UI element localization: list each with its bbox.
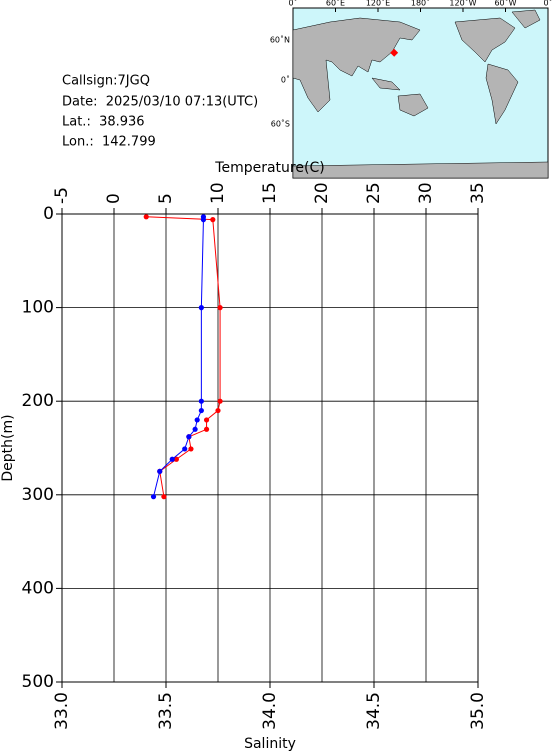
y-tick-label: 300 bbox=[22, 485, 54, 505]
y-tick-label: 500 bbox=[22, 672, 54, 692]
profile-point bbox=[173, 456, 179, 462]
profile-point bbox=[200, 217, 207, 223]
x2-tick-label: 5 bbox=[156, 193, 176, 204]
profile-point bbox=[143, 214, 149, 220]
map-land bbox=[292, 9, 549, 179]
x2-tick-label: 20 bbox=[312, 182, 332, 204]
y-tick-label: 100 bbox=[22, 298, 54, 318]
x2-tick-label: -5 bbox=[52, 187, 72, 204]
map-lat-label: 60˚N bbox=[270, 35, 290, 45]
map-lon-label: 0˚ bbox=[288, 0, 297, 8]
x-tick-label: 33.0 bbox=[52, 692, 72, 730]
x-tick-label: 34.5 bbox=[364, 692, 384, 730]
x-tick-label: 35.0 bbox=[468, 692, 488, 730]
profile-point bbox=[217, 398, 223, 404]
profile-point bbox=[198, 305, 204, 311]
date: Date: 2025/03/10 07:13(UTC) bbox=[62, 95, 258, 110]
map-lat-label: 60˚S bbox=[271, 119, 290, 129]
map-lat-label: 0˚ bbox=[281, 75, 290, 85]
x2-axis-label: Temperature(C) bbox=[214, 160, 324, 176]
profile-point bbox=[194, 417, 200, 423]
profile-point bbox=[161, 494, 167, 500]
profile-point bbox=[203, 417, 210, 423]
profile-point bbox=[210, 217, 216, 223]
x2-tick-label: 30 bbox=[416, 182, 436, 204]
profile-point bbox=[217, 305, 223, 311]
x2-tick-label: 25 bbox=[364, 182, 384, 204]
profile-point bbox=[192, 426, 198, 432]
y-tick-label: 400 bbox=[22, 578, 54, 598]
profile-point bbox=[203, 426, 210, 432]
latitude: Lat.: 38.936 bbox=[62, 115, 145, 130]
profile-line bbox=[153, 216, 204, 497]
map-lon-label: 0˚ bbox=[543, 0, 552, 8]
map bbox=[292, 7, 549, 179]
map-marker bbox=[390, 48, 399, 57]
x-tick-label: 33.5 bbox=[156, 692, 176, 730]
profile-point bbox=[198, 398, 204, 404]
map-lon-label: 120˚E bbox=[366, 0, 390, 8]
profile-point bbox=[182, 446, 188, 452]
longitude: Lon.: 142.799 bbox=[62, 135, 156, 150]
profile-point bbox=[188, 446, 194, 452]
profile-point bbox=[157, 468, 163, 474]
profile-point bbox=[169, 456, 175, 462]
profile-point bbox=[186, 434, 192, 440]
y-axis-label: Depth(m) bbox=[0, 414, 16, 481]
callsign: Callsign:7JGQ bbox=[62, 74, 150, 89]
profile-point bbox=[215, 407, 221, 414]
map-lon-label: 180˚ bbox=[411, 0, 430, 8]
profile-point bbox=[198, 407, 204, 414]
x2-tick-label: 10 bbox=[208, 182, 228, 204]
map-lon-label: 60˚E bbox=[326, 0, 345, 8]
x2-tick-label: 35 bbox=[468, 182, 488, 204]
profile-point bbox=[150, 494, 157, 500]
x-axis-label: Salinity bbox=[244, 736, 296, 751]
y-tick-label: 200 bbox=[22, 391, 54, 411]
y-tick-label: 0 bbox=[43, 204, 54, 224]
x2-tick-label: 0 bbox=[104, 193, 124, 204]
x-tick-label: 34.0 bbox=[260, 692, 280, 730]
x2-tick-label: 15 bbox=[260, 182, 280, 204]
profile-line bbox=[146, 216, 221, 497]
map-lon-label: 60˚W bbox=[494, 0, 516, 8]
map-lon-label: 120˚W bbox=[449, 0, 476, 8]
